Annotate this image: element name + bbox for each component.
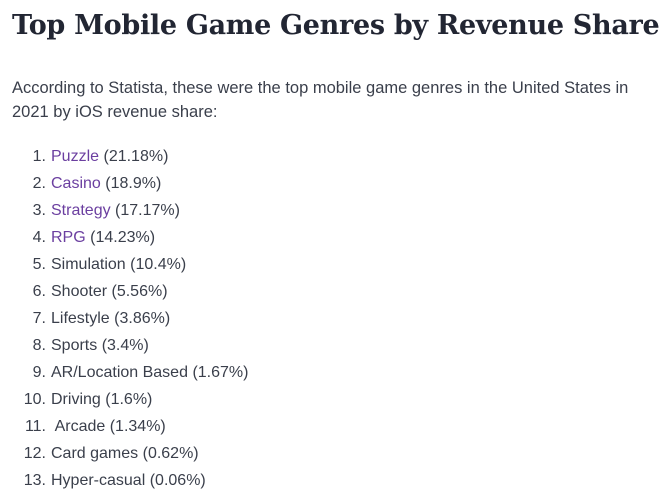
list-item-content: Driving (1.6%) bbox=[51, 386, 152, 413]
list-item-number: 7. bbox=[32, 310, 46, 327]
genre-share: (1.6%) bbox=[105, 391, 153, 408]
list-item: 11. Arcade (1.34%) bbox=[12, 413, 652, 440]
list-item-content: Sports (3.4%) bbox=[51, 332, 149, 359]
list-item-number: 1. bbox=[32, 148, 46, 165]
list-item-content: Card games (0.62%) bbox=[51, 440, 199, 467]
list-item-content: Lifestyle (3.86%) bbox=[51, 305, 170, 332]
list-item-content: AR/Location Based (1.67%) bbox=[51, 359, 248, 386]
article: Top Mobile Game Genres by Revenue Share … bbox=[12, 0, 659, 494]
genre-share: (21.18%) bbox=[103, 148, 169, 165]
list-item-number: 4. bbox=[32, 229, 46, 246]
genre-share: (1.34%) bbox=[109, 418, 166, 435]
genre-share: (17.17%) bbox=[115, 202, 180, 219]
genre-share: (0.06%) bbox=[149, 472, 206, 489]
list-item-content: Puzzle (21.18%) bbox=[51, 143, 168, 170]
list-item: 5. Simulation (10.4%) bbox=[12, 251, 652, 278]
genre-share: (18.9%) bbox=[105, 175, 162, 192]
genre-link[interactable]: RPG bbox=[51, 229, 86, 246]
list-item-content: Arcade (1.34%) bbox=[51, 413, 166, 440]
list-item-content: Simulation (10.4%) bbox=[51, 251, 186, 278]
list-item-number: 13. bbox=[23, 472, 46, 489]
list-item-number: 3. bbox=[32, 202, 46, 219]
list-item: 10. Driving (1.6%) bbox=[12, 386, 652, 413]
genre-list: 1. Puzzle (21.18%) 2. Casino (18.9%) 3. Strat… bbox=[12, 143, 652, 494]
genre-name: AR/Location Based bbox=[51, 364, 188, 381]
page-title: Top Mobile Game Genres by Revenue Share bbox=[12, 10, 659, 41]
intro-paragraph: According to Statista, these were the to… bbox=[12, 79, 629, 121]
genre-name: Card games bbox=[51, 445, 139, 462]
genre-name: Shooter bbox=[51, 283, 108, 300]
genre-share: (1.67%) bbox=[192, 364, 249, 381]
list-item: 6. Shooter (5.56%) bbox=[12, 278, 652, 305]
genre-share: (3.86%) bbox=[114, 310, 171, 327]
genre-share: (3.4%) bbox=[101, 337, 149, 354]
list-item-number: 9. bbox=[32, 364, 46, 381]
genre-share: (14.23%) bbox=[90, 229, 156, 246]
list-item-content: Shooter (5.56%) bbox=[51, 278, 168, 305]
genre-name: Hyper-casual bbox=[51, 472, 146, 489]
genre-share: (0.62%) bbox=[142, 445, 199, 462]
genre-share: (10.4%) bbox=[130, 256, 187, 273]
list-item-number: 8. bbox=[32, 337, 46, 354]
genre-link[interactable]: Casino bbox=[51, 175, 101, 192]
genre-name: Driving bbox=[51, 391, 101, 408]
list-item-content: Casino (18.9%) bbox=[51, 170, 161, 197]
list-item-content: Strategy (17.17%) bbox=[51, 197, 180, 224]
genre-link[interactable]: Puzzle bbox=[51, 148, 100, 165]
list-item-number: 6. bbox=[32, 283, 46, 300]
list-item: 13. Hyper-casual (0.06%) bbox=[12, 467, 652, 494]
genre-name: Sports bbox=[51, 337, 98, 354]
list-item: 3. Strategy (17.17%) bbox=[12, 197, 652, 224]
list-item-content: Hyper-casual (0.06%) bbox=[51, 467, 206, 494]
list-item-number: 12. bbox=[23, 445, 46, 462]
list-item: 9. AR/Location Based (1.67%) bbox=[12, 359, 652, 386]
list-item-number: 2. bbox=[32, 175, 46, 192]
list-item-content: RPG (14.23%) bbox=[51, 224, 155, 251]
genre-share: (5.56%) bbox=[111, 283, 168, 300]
genre-name: Simulation bbox=[51, 256, 126, 273]
genre-link[interactable]: Strategy bbox=[51, 202, 111, 219]
list-item: 2. Casino (18.9%) bbox=[12, 170, 652, 197]
genre-name: Lifestyle bbox=[51, 310, 110, 327]
list-item-number: 5. bbox=[32, 256, 46, 273]
list-item: 4. RPG (14.23%) bbox=[12, 224, 652, 251]
list-item: 1. Puzzle (21.18%) bbox=[12, 143, 652, 170]
genre-name: Arcade bbox=[51, 418, 106, 435]
list-item: 12. Card games (0.62%) bbox=[12, 440, 652, 467]
list-item-number: 10. bbox=[23, 391, 46, 408]
list-item: 7. Lifestyle (3.86%) bbox=[12, 305, 652, 332]
list-item-number: 11. bbox=[24, 418, 46, 435]
list-item: 8. Sports (3.4%) bbox=[12, 332, 652, 359]
